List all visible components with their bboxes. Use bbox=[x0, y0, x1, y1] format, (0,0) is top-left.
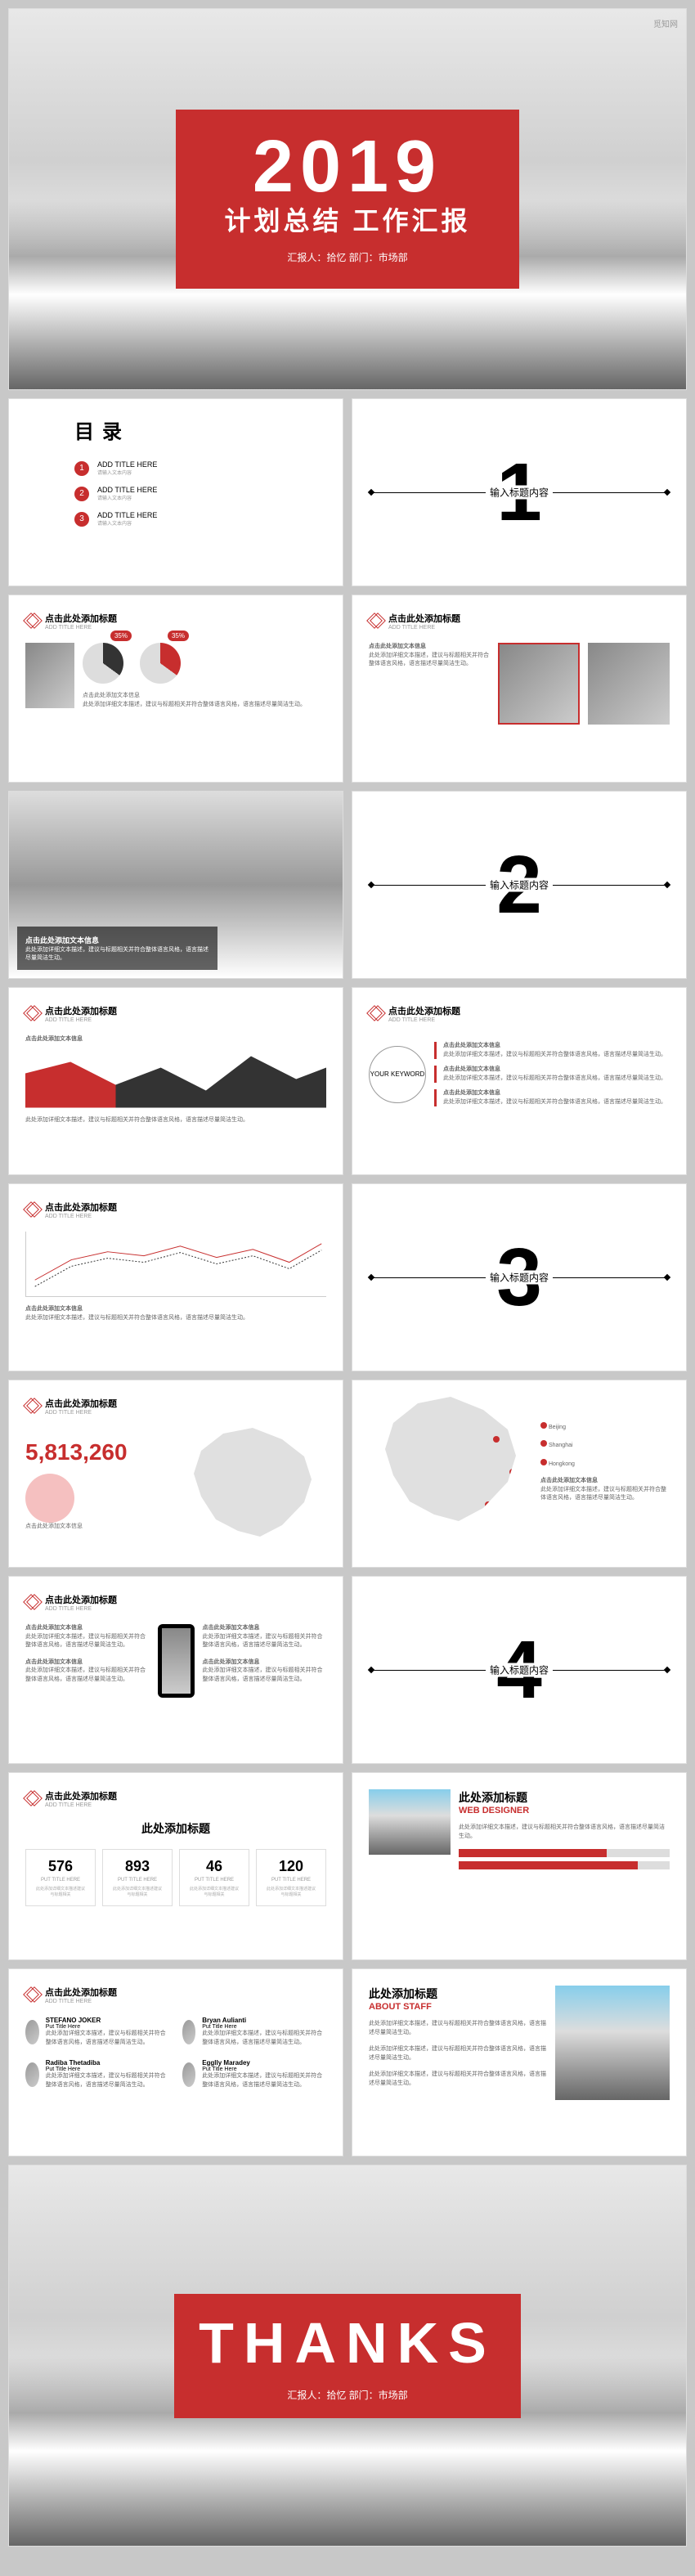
person-card: Egglly MaradeyPut Title Here此处添加详细文本描述，建… bbox=[182, 2059, 327, 2089]
section-divider-1: 1 输入标题内容 bbox=[352, 398, 687, 586]
image-placeholder bbox=[25, 643, 74, 708]
toc-title: 目录 bbox=[74, 415, 326, 444]
cover-title: 计划总结 工作汇报 bbox=[225, 200, 471, 238]
toc-item: 3ADD TITLE HERE请输入文本内容 bbox=[74, 511, 326, 527]
building-image bbox=[369, 1789, 451, 1855]
person-card: STEFANO JOKERPut Title Here此处添加详细文本描述，建议… bbox=[25, 2017, 170, 2047]
pie-chart-2: 35% bbox=[140, 643, 181, 684]
phone-slide: 点击此处添加标题ADD TITLE HERE 点击此处添加文本信息 此处添加详细… bbox=[8, 1576, 343, 1764]
image-placeholder bbox=[588, 643, 670, 725]
toc-item: 1ADD TITLE HERE请输入文本内容 bbox=[74, 460, 326, 476]
thanks-subtitle: 汇报人：拾忆 部门：市场部 bbox=[199, 2388, 496, 2402]
image-caption: 点击此处添加文本信息 此处添加详细文本描述，建议与标题相关并符合整体语言风格，语… bbox=[17, 927, 217, 970]
image-placeholder bbox=[498, 643, 580, 725]
diamond-icon bbox=[25, 1989, 38, 2002]
cover-slide: 觅知网 2019 计划总结 工作汇报 汇报人：拾忆 部门：市场部 bbox=[8, 8, 687, 390]
diamond-icon bbox=[25, 1204, 38, 1217]
diamond-icon bbox=[369, 615, 382, 628]
images-slide: 点击此处添加标题ADD TITLE HERE 点击此处添加文本信息此处添加详细文… bbox=[352, 595, 687, 783]
city-marker bbox=[485, 1501, 491, 1508]
city-marker bbox=[509, 1469, 516, 1475]
thanks-slide: THANKS 汇报人：拾忆 部门：市场部 bbox=[8, 2165, 687, 2547]
diamond-icon bbox=[25, 1793, 38, 1806]
thanks-box: THANKS 汇报人：拾忆 部门：市场部 bbox=[174, 2294, 521, 2418]
phone-mockup bbox=[158, 1624, 195, 1698]
cover-year: 2019 bbox=[225, 134, 471, 200]
people-slide: 点击此处添加标题ADD TITLE HERE STEFANO JOKERPut … bbox=[8, 1968, 343, 2156]
progress-bar bbox=[459, 1861, 670, 1869]
stats-slide: 点击此处添加标题ADD TITLE HERE 此处添加标题 576PUT TIT… bbox=[8, 1772, 343, 1960]
keyword-slide: 点击此处添加标题ADD TITLE HERE YOUR KEYWORD 点击此处… bbox=[352, 987, 687, 1175]
web-designer-slide: 此处添加标题 WEB DESIGNER 此处添加详细文本描述，建议与标题相关并符… bbox=[352, 1772, 687, 1960]
avatar bbox=[182, 2062, 196, 2087]
big-number: 5,813,260 bbox=[25, 1439, 171, 1465]
stats-row: 576PUT TITLE HERE此处添加详细文本描述建议与标题相关 893PU… bbox=[25, 1849, 326, 1906]
china-map bbox=[369, 1397, 532, 1528]
pie-chart-1: 35% bbox=[83, 643, 123, 684]
stat-box: 46PUT TITLE HERE此处添加详细文本描述建议与标题相关 bbox=[179, 1849, 249, 1906]
cover-subtitle: 汇报人：拾忆 部门：市场部 bbox=[225, 250, 471, 264]
building-image bbox=[555, 1986, 670, 2100]
avatar bbox=[182, 2020, 196, 2044]
section-divider-2: 2 输入标题内容 bbox=[352, 791, 687, 979]
avatar bbox=[25, 2062, 39, 2087]
person-card: Bryan AuliantiPut Title Here此处添加详细文本描述，建… bbox=[182, 2017, 327, 2047]
circle-accent bbox=[25, 1474, 74, 1523]
diamond-icon bbox=[25, 1400, 38, 1413]
city-marker bbox=[493, 1436, 500, 1443]
avatar bbox=[25, 2020, 39, 2044]
toc-slide: 目录 1ADD TITLE HERE请输入文本内容 2ADD TITLE HER… bbox=[8, 398, 343, 586]
stat-box: 893PUT TITLE HERE此处添加详细文本描述建议与标题相关 bbox=[102, 1849, 173, 1906]
watermark: 觅知网 bbox=[653, 17, 678, 29]
cover-title-box: 2019 计划总结 工作汇报 汇报人：拾忆 部门：市场部 bbox=[176, 110, 520, 289]
diamond-icon bbox=[25, 1008, 38, 1021]
diamond-icon bbox=[25, 615, 38, 628]
line-chart-slide: 点击此处添加标题ADD TITLE HERE 点击此处添加文本信息 此处添加详细… bbox=[8, 1183, 343, 1371]
progress-bar bbox=[459, 1849, 670, 1857]
thanks-text: THANKS bbox=[199, 2310, 496, 2376]
section-divider-4: 4 输入标题内容 bbox=[352, 1576, 687, 1764]
keyword-circle: YOUR KEYWORD bbox=[369, 1046, 426, 1103]
china-map bbox=[179, 1428, 326, 1542]
stat-box: 120PUT TITLE HERE此处添加详细文本描述建议与标题相关 bbox=[256, 1849, 326, 1906]
toc-item: 2ADD TITLE HERE请输入文本内容 bbox=[74, 486, 326, 501]
section-divider-3: 3 输入标题内容 bbox=[352, 1183, 687, 1371]
pie-slide: 点击此处添加标题ADD TITLE HERE 35% 35% 点击此处添加文本信… bbox=[8, 595, 343, 783]
diamond-icon bbox=[369, 1008, 382, 1021]
stat-box: 576PUT TITLE HERE此处添加详细文本描述建议与标题相关 bbox=[25, 1849, 96, 1906]
line-chart bbox=[25, 1232, 326, 1297]
about-staff-slide: 此处添加标题 ABOUT STAFF 此处添加详细文本描述，建议与标题相关并符合… bbox=[352, 1968, 687, 2156]
person-card: Radiba ThetadibaPut Title Here此处添加详细文本描述… bbox=[25, 2059, 170, 2089]
map-slide-2: Beijing Shanghai Hongkong 点击此处添加文本信息 此处添… bbox=[352, 1380, 687, 1568]
diamond-icon bbox=[25, 1596, 38, 1609]
area-chart bbox=[25, 1051, 326, 1108]
map-slide-1: 点击此处添加标题ADD TITLE HERE 5,813,260 点击此处添加文… bbox=[8, 1380, 343, 1568]
area-chart-slide: 点击此处添加标题ADD TITLE HERE 点击此处添加文本信息 此处添加详细… bbox=[8, 987, 343, 1175]
section-label: 输入标题内容 bbox=[486, 486, 553, 500]
fullimage-slide: 点击此处添加文本信息 此处添加详细文本描述，建议与标题相关并符合整体语言风格，语… bbox=[8, 791, 343, 979]
